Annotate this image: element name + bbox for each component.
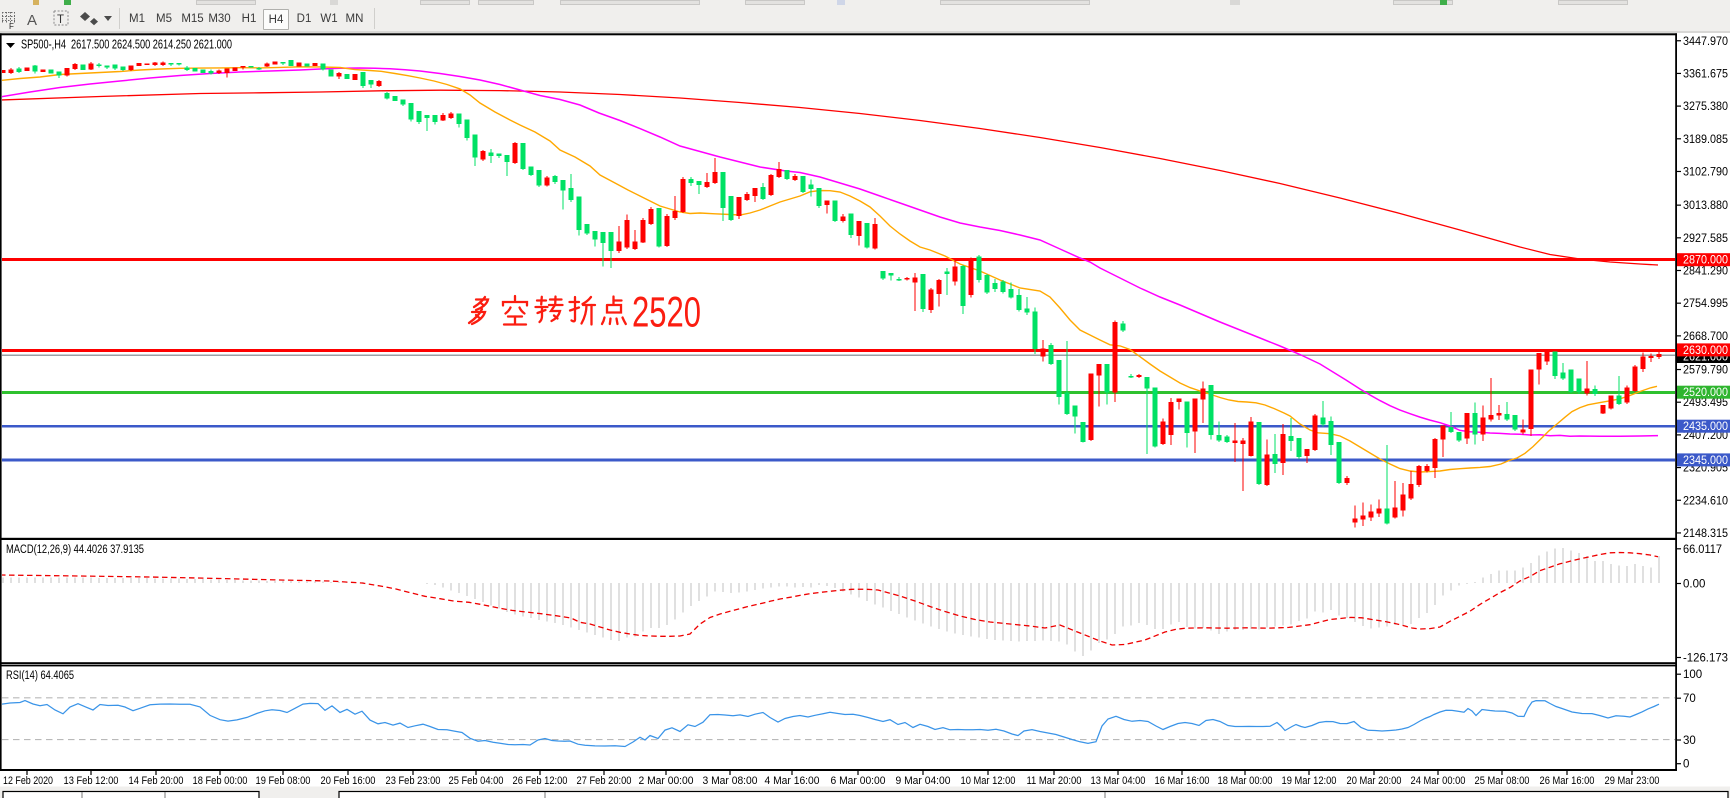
svg-text:26 Mar 16:00: 26 Mar 16:00 <box>1540 775 1595 787</box>
svg-text:A: A <box>27 12 37 29</box>
svg-text:11 Mar 20:00: 11 Mar 20:00 <box>1027 775 1082 787</box>
svg-text:3275.380: 3275.380 <box>1683 101 1728 113</box>
svg-text:13 Feb 12:00: 13 Feb 12:00 <box>64 775 119 787</box>
svg-text:3013.880: 3013.880 <box>1683 200 1728 212</box>
svg-text:0.00: 0.00 <box>1683 579 1705 591</box>
svg-text:13 Mar 04:00: 13 Mar 04:00 <box>1091 775 1146 787</box>
svg-text:3102.790: 3102.790 <box>1683 166 1728 178</box>
svg-text:2345.000: 2345.000 <box>1683 455 1728 467</box>
svg-text:14 Feb 20:00: 14 Feb 20:00 <box>129 775 184 787</box>
svg-text:25 Mar 08:00: 25 Mar 08:00 <box>1475 775 1530 787</box>
svg-text:3361.675: 3361.675 <box>1683 68 1728 80</box>
svg-text:T: T <box>57 14 64 26</box>
svg-text:MACD(12,26,9) 44.4026 37.9135: MACD(12,26,9) 44.4026 37.9135 <box>6 544 144 556</box>
svg-text:30: 30 <box>1683 735 1696 747</box>
svg-text:2668.700: 2668.700 <box>1683 331 1728 343</box>
svg-text:3447.970: 3447.970 <box>1683 36 1728 48</box>
svg-text:2520: 2520 <box>632 288 701 336</box>
svg-text:4 Mar 16:00: 4 Mar 16:00 <box>765 775 820 787</box>
svg-text:2407.200: 2407.200 <box>1683 430 1728 442</box>
svg-text:2927.585: 2927.585 <box>1683 233 1728 245</box>
svg-text:2 Mar 00:00: 2 Mar 00:00 <box>639 775 694 787</box>
svg-text:70: 70 <box>1683 693 1696 705</box>
svg-text:12 Feb 2020: 12 Feb 2020 <box>3 775 53 787</box>
svg-text:2148.315: 2148.315 <box>1683 528 1728 540</box>
svg-text:29 Mar 23:00: 29 Mar 23:00 <box>1605 775 1660 787</box>
svg-text:2754.995: 2754.995 <box>1683 298 1728 310</box>
svg-text:3 Mar 08:00: 3 Mar 08:00 <box>703 775 758 787</box>
svg-text:2579.790: 2579.790 <box>1683 365 1728 377</box>
svg-text:20 Mar 20:00: 20 Mar 20:00 <box>1347 775 1402 787</box>
svg-text:-126.173: -126.173 <box>1683 653 1728 665</box>
svg-text:25 Feb 04:00: 25 Feb 04:00 <box>449 775 504 787</box>
svg-text:19 Feb 08:00: 19 Feb 08:00 <box>256 775 311 787</box>
svg-text:2234.610: 2234.610 <box>1683 495 1728 507</box>
svg-text:RSI(14) 64.4065: RSI(14) 64.4065 <box>6 670 74 682</box>
svg-text:66.0117: 66.0117 <box>1683 544 1722 556</box>
svg-text:23 Feb 23:00: 23 Feb 23:00 <box>386 775 441 787</box>
svg-text:9 Mar 04:00: 9 Mar 04:00 <box>896 775 951 787</box>
svg-text:100: 100 <box>1683 669 1702 681</box>
svg-text:18 Mar 00:00: 18 Mar 00:00 <box>1218 775 1273 787</box>
svg-text:F: F <box>9 22 14 31</box>
svg-text:2493.495: 2493.495 <box>1683 397 1728 409</box>
svg-text:2630.000: 2630.000 <box>1683 345 1728 357</box>
svg-text:2841.290: 2841.290 <box>1683 266 1728 278</box>
svg-text:24 Mar 00:00: 24 Mar 00:00 <box>1411 775 1466 787</box>
svg-text:3189.085: 3189.085 <box>1683 134 1728 146</box>
svg-text:6 Mar 00:00: 6 Mar 00:00 <box>831 775 886 787</box>
svg-text:0: 0 <box>1683 759 1689 771</box>
svg-text:2435.000: 2435.000 <box>1683 421 1728 433</box>
svg-text:2520.000: 2520.000 <box>1683 387 1728 399</box>
svg-text:16 Mar 16:00: 16 Mar 16:00 <box>1155 775 1210 787</box>
svg-text:27 Feb 20:00: 27 Feb 20:00 <box>577 775 632 787</box>
svg-text:19 Mar 12:00: 19 Mar 12:00 <box>1282 775 1337 787</box>
svg-text:10 Mar 12:00: 10 Mar 12:00 <box>961 775 1016 787</box>
svg-text:26 Feb 12:00: 26 Feb 12:00 <box>513 775 568 787</box>
svg-text:20 Feb 16:00: 20 Feb 16:00 <box>321 775 376 787</box>
svg-text:18 Feb 00:00: 18 Feb 00:00 <box>193 775 248 787</box>
svg-text:SP500-,H4 2617.500 2624.500 2: SP500-,H4 2617.500 2624.500 2614.250 262… <box>21 38 232 52</box>
svg-text:2870.000: 2870.000 <box>1683 255 1728 267</box>
